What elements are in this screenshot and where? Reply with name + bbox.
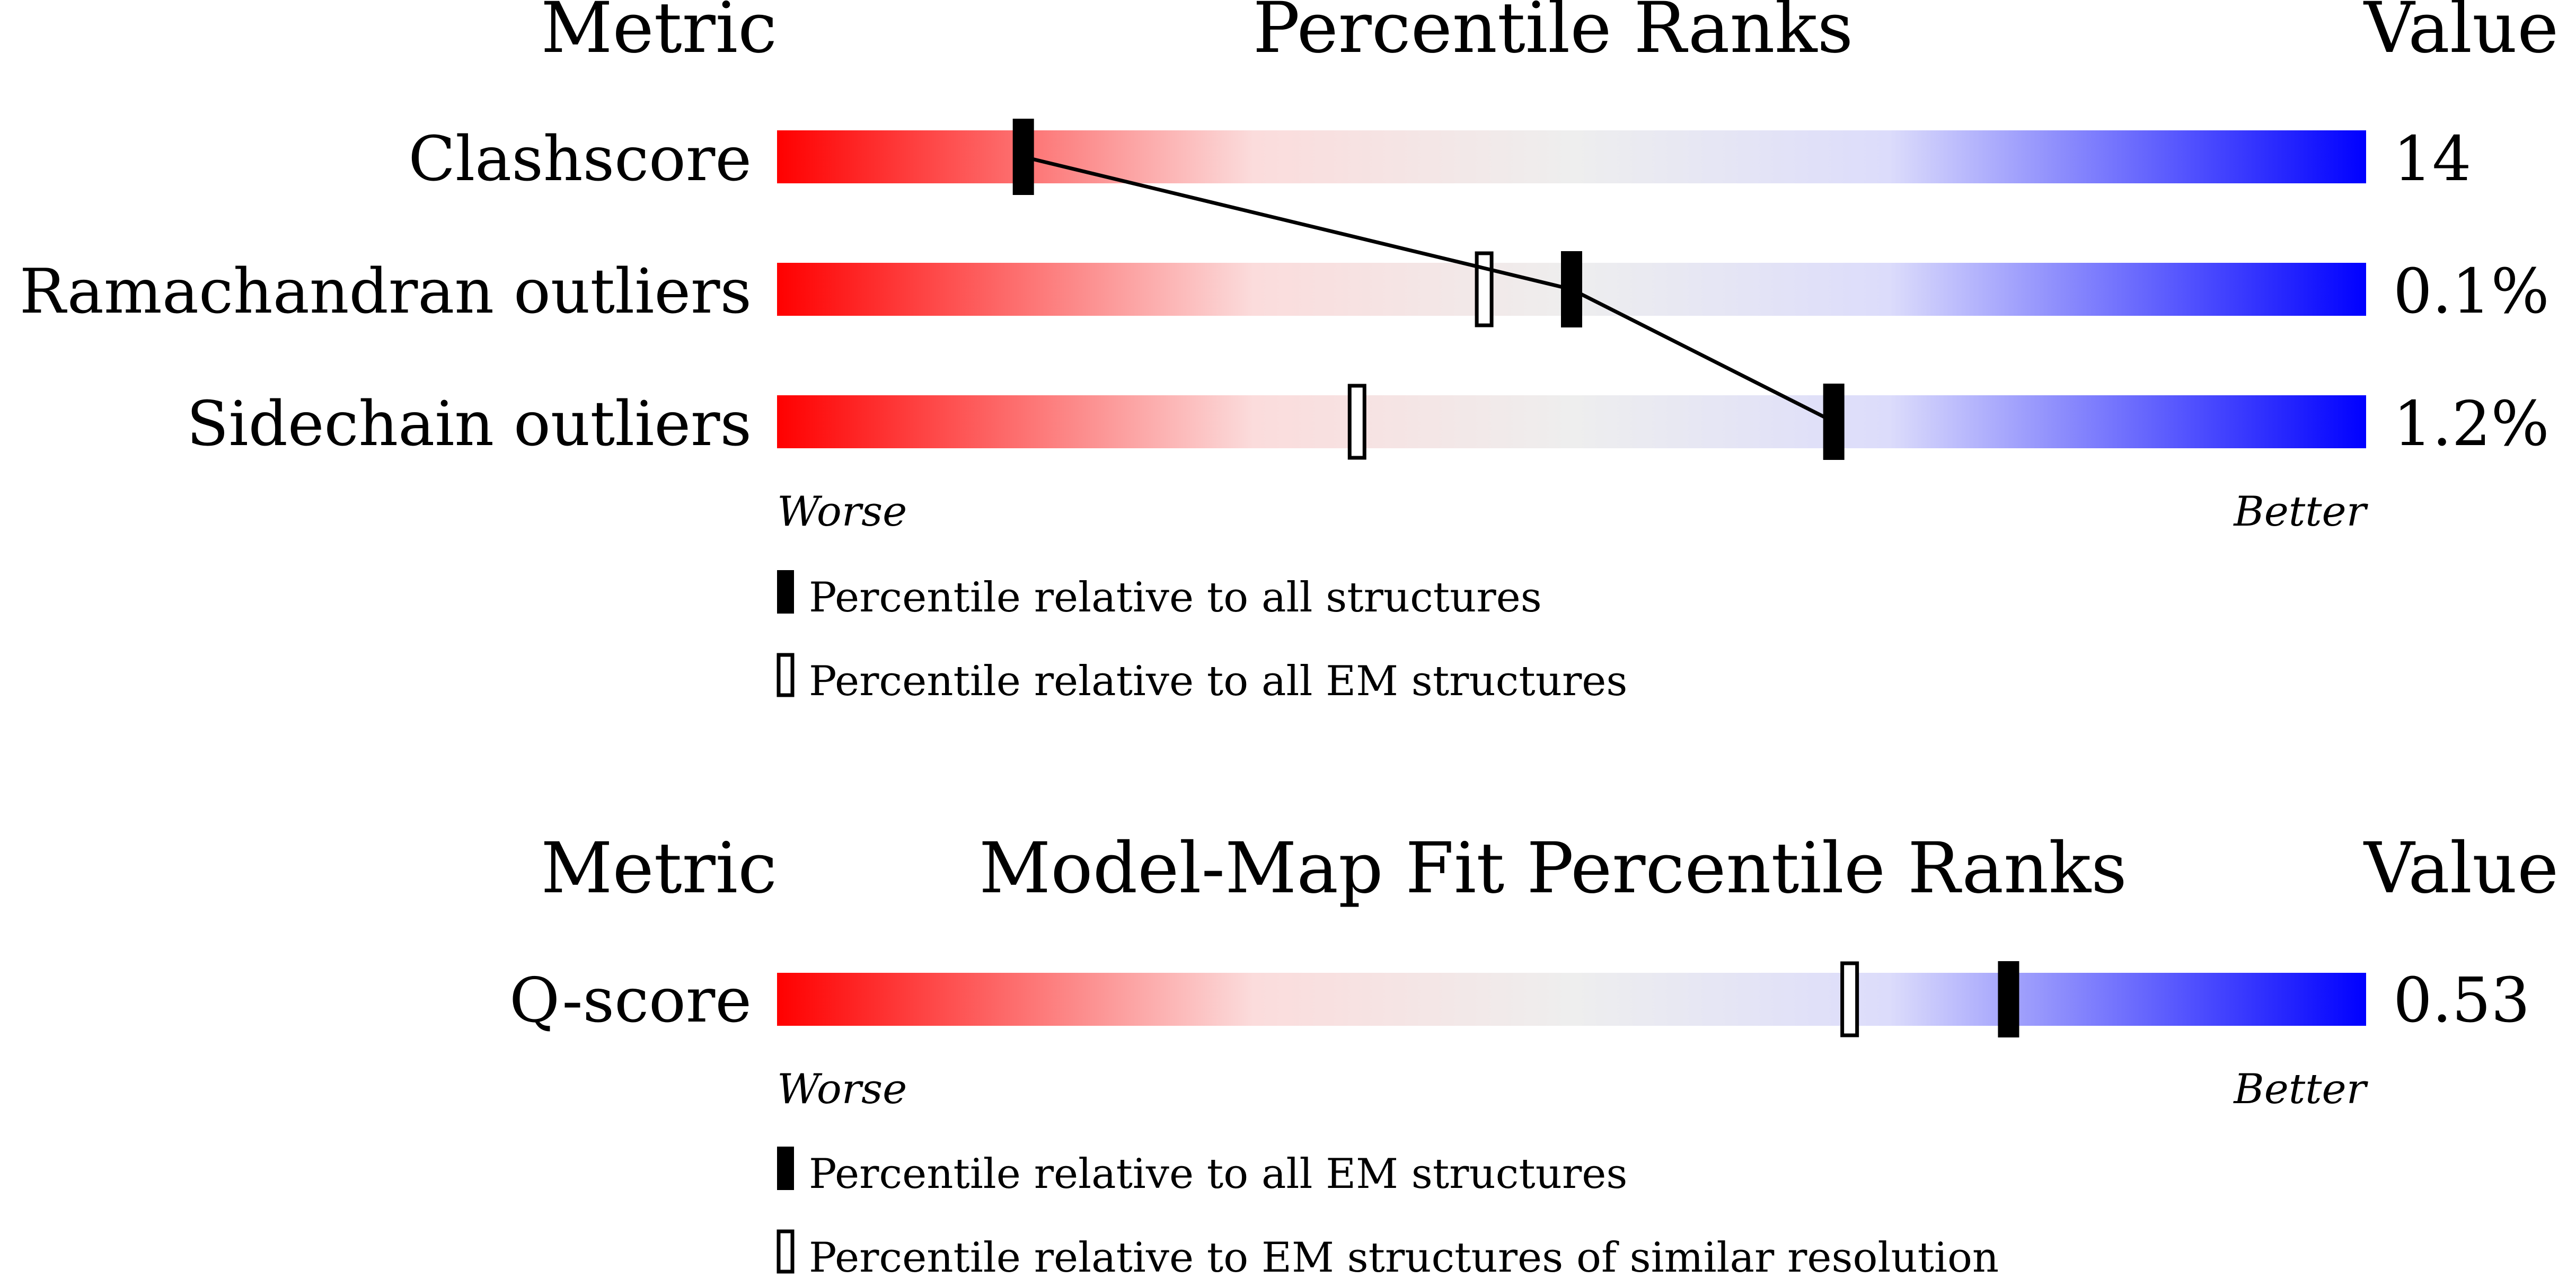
panel1-better-label: Better: [2233, 488, 2368, 536]
marker-all-0-1: [1561, 251, 1582, 327]
panel2-legend-open-text: Percentile relative to EM structures of …: [809, 1234, 1999, 1278]
row-value-clashscore: 14: [2393, 123, 2472, 195]
panel1-metric-header: Metric: [541, 0, 777, 69]
panel1-value-header: Value: [2363, 0, 2559, 69]
panel2-marks: [1840, 961, 2019, 1037]
panel2-worse-label: Worse: [777, 1066, 907, 1113]
marker-em-1-0: [1840, 961, 1859, 1037]
panel2-better-label: Better: [2233, 1066, 2368, 1113]
marker-all-0-2: [1823, 384, 1845, 460]
gradient-bar-qscore: [777, 973, 2366, 1026]
row-value-qscore: 0.53: [2393, 965, 2530, 1036]
gradient-bar-clashscore: [777, 130, 2366, 183]
legend-open-marker: [777, 653, 795, 697]
panel1-worse-label: Worse: [777, 488, 907, 536]
panel2-value-header: Value: [2363, 828, 2559, 909]
row-label-clashscore: Clashscore: [408, 123, 752, 195]
marker-all-0-0: [1012, 119, 1034, 195]
row-label-sidechain: Sidechain outliers: [187, 388, 752, 460]
panel2-metric-header: Metric: [541, 828, 777, 909]
marker-em-0-1: [1475, 251, 1494, 327]
row-value-sidechain: 1.2%: [2393, 388, 2549, 460]
row-label-ramachandran: Ramachandran outliers: [20, 256, 752, 327]
legend2-filled-marker: [777, 1147, 794, 1190]
panel1-legend-open-text: Percentile relative to all EM structures: [809, 658, 1627, 705]
panel1-marks: [1012, 119, 1845, 460]
row-label-qscore: Q-score: [509, 965, 752, 1036]
gradient-bar-sidechain: [777, 395, 2366, 448]
panel1-title: Percentile Ranks: [1253, 0, 1854, 69]
legend-filled-marker: [777, 570, 794, 614]
marker-all-1-0: [1998, 961, 2019, 1037]
row-value-ramachandran: 0.1%: [2393, 256, 2549, 327]
panel2-title: Model-Map Fit Percentile Ranks: [979, 828, 2127, 909]
marker-em-0-2: [1347, 384, 1366, 460]
legend2-open-marker: [777, 1229, 795, 1274]
panel1-legend-filled-text: Percentile relative to all structures: [809, 574, 1542, 622]
panel2-legend-filled-text: Percentile relative to all EM structures: [809, 1150, 1627, 1198]
